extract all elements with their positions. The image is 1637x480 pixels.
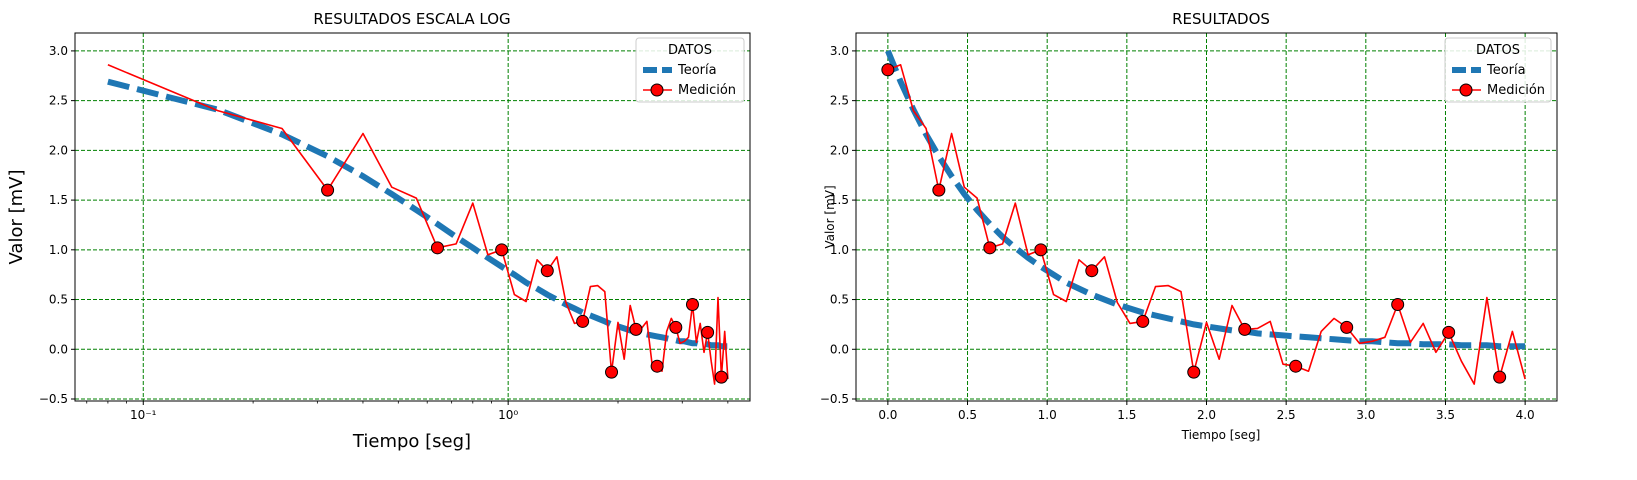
legend-box: [635, 37, 745, 103]
y-tick-label: −0.5: [820, 392, 849, 406]
measurement-marker: [685, 298, 699, 312]
grid-lines: [75, 33, 750, 401]
y-tick-label: −0.5: [39, 392, 68, 406]
y-ticks: −0.5 0.0 0.5 1.0 1.5 2.0 2.5 3.0: [820, 44, 856, 406]
measurement-marker: [1340, 320, 1354, 334]
x-tick-label: 0.0: [878, 408, 897, 422]
legend-marker: [650, 83, 664, 97]
measurement-marker: [1391, 298, 1405, 312]
y-tick-label: 0.0: [830, 342, 849, 356]
x-tick-label: 10⁰: [498, 408, 518, 422]
y-tick-label: 1.0: [830, 243, 849, 257]
measurement-line: [107, 64, 729, 385]
markers: [881, 63, 1507, 384]
y-tick-label: 0.0: [49, 342, 68, 356]
legend: DATOS Teoría Medición: [1444, 37, 1552, 103]
legend-label-measurement: Medición: [678, 83, 736, 98]
measurement-marker: [932, 183, 946, 197]
legend-title: DATOS: [668, 43, 712, 58]
x-tick-label: 4.0: [1516, 408, 1535, 422]
x-tick-label: 3.0: [1356, 408, 1375, 422]
measurement-marker: [1289, 359, 1303, 373]
x-axis-label: Tiempo [seg]: [1181, 428, 1261, 442]
chart-title: RESULTADOS: [1172, 10, 1270, 28]
measurement-marker: [540, 264, 554, 278]
plot-frame: [74, 32, 751, 402]
legend: DATOS Teoría Medición: [635, 37, 745, 103]
legend-label-measurement: Medición: [1487, 83, 1545, 98]
y-tick-label: 3.0: [49, 44, 68, 58]
legend-marker: [1459, 83, 1473, 97]
x-tick-label: 10⁻¹: [130, 408, 157, 422]
measurement-marker: [1442, 325, 1456, 339]
y-tick-label: 0.5: [830, 293, 849, 307]
measurement-marker: [701, 325, 715, 339]
series: [107, 64, 729, 385]
y-tick-label: 2.0: [830, 143, 849, 157]
theory-line: [107, 78, 728, 350]
measurement-marker: [669, 320, 683, 334]
measurement-marker: [650, 359, 664, 373]
y-tick-label: 3.0: [830, 44, 849, 58]
y-tick-label: 1.5: [830, 193, 849, 207]
y-tick-label: 2.5: [830, 94, 849, 108]
measurement-marker: [321, 183, 335, 197]
y-tick-label: 2.0: [49, 143, 68, 157]
measurement-marker: [714, 370, 728, 384]
x-tick-label: 3.5: [1436, 408, 1455, 422]
x-tick-label: 2.0: [1197, 408, 1216, 422]
legend-title: DATOS: [1476, 43, 1520, 58]
markers: [321, 183, 728, 384]
legend-box: [1444, 37, 1552, 103]
measurement-marker: [1238, 322, 1252, 336]
x-tick-label: 1.0: [1038, 408, 1057, 422]
x-axis-label: Tiempo [seg]: [352, 431, 471, 452]
x-tick-label: 0.5: [958, 408, 977, 422]
legend-label-theory: Teoría: [677, 63, 717, 78]
measurement-marker: [983, 241, 997, 255]
y-tick-label: 1.0: [49, 243, 68, 257]
measurement-marker: [1136, 314, 1150, 328]
measurement-marker: [605, 365, 619, 379]
x-tick-label: 1.5: [1117, 408, 1136, 422]
grid-lines: [856, 33, 1557, 401]
y-axis-label: Valor [mV]: [823, 185, 837, 248]
measurement-marker: [495, 243, 509, 257]
y-tick-label: 2.5: [49, 94, 68, 108]
chart-title: RESULTADOS ESCALA LOG: [313, 10, 510, 28]
legend-label-theory: Teoría: [1486, 63, 1526, 78]
measurement-marker: [1034, 243, 1048, 257]
y-tick-label: 1.5: [49, 193, 68, 207]
measurement-marker: [576, 314, 590, 328]
y-ticks: −0.5 0.0 0.5 1.0 1.5 2.0 2.5 3.0: [39, 44, 75, 406]
y-tick-label: 0.5: [49, 293, 68, 307]
measurement-marker: [1493, 370, 1507, 384]
measurement-marker: [1187, 365, 1201, 379]
x-tick-label: 2.5: [1277, 408, 1296, 422]
measurement-marker: [881, 63, 895, 77]
measurement-marker: [1085, 264, 1099, 278]
chart-linear-scale: RESULTADOS 0.0 0.5 1.0 1.5 2.0 2.5 3.0 3.5 4.0 −…: [820, 10, 1558, 442]
x-ticks: 10⁻¹ 10⁰: [86, 401, 729, 422]
y-axis-label: Valor [mV]: [6, 170, 27, 265]
chart-log-scale: RESULTADOS ESCALA LOG 10⁻¹ 10⁰ −0.5 0.0 0.5…: [6, 10, 751, 452]
measurement-marker: [629, 322, 643, 336]
measurement-marker: [430, 241, 444, 255]
x-ticks: 0.0 0.5 1.0 1.5 2.0 2.5 3.0 3.5 4.0: [878, 401, 1535, 422]
